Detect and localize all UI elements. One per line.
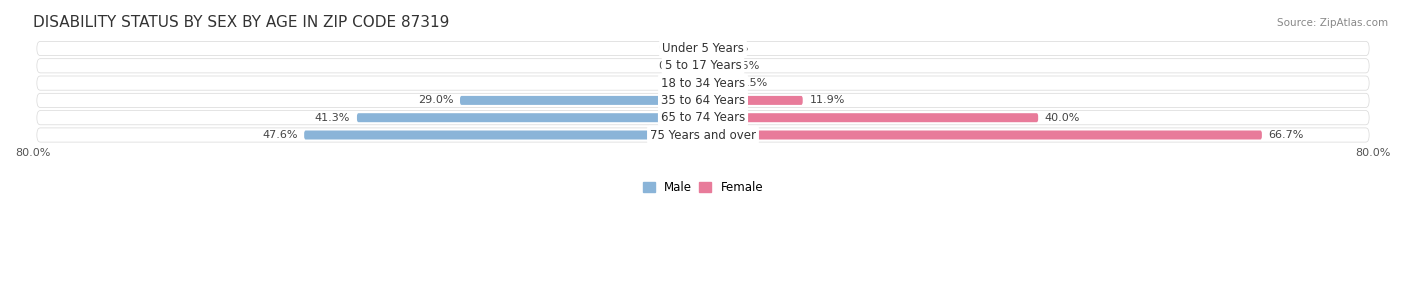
Text: 65 to 74 Years: 65 to 74 Years: [661, 111, 745, 124]
FancyBboxPatch shape: [703, 113, 1038, 122]
Text: 0.0%: 0.0%: [720, 44, 748, 53]
Text: Source: ZipAtlas.com: Source: ZipAtlas.com: [1277, 18, 1388, 28]
Text: Under 5 Years: Under 5 Years: [662, 42, 744, 55]
Text: 5 to 17 Years: 5 to 17 Years: [665, 59, 741, 72]
FancyBboxPatch shape: [703, 79, 733, 88]
FancyBboxPatch shape: [357, 113, 703, 122]
Text: DISABILITY STATUS BY SEX BY AGE IN ZIP CODE 87319: DISABILITY STATUS BY SEX BY AGE IN ZIP C…: [32, 15, 449, 30]
FancyBboxPatch shape: [304, 131, 703, 139]
Text: 35 to 64 Years: 35 to 64 Years: [661, 94, 745, 107]
Legend: Male, Female: Male, Female: [638, 176, 768, 199]
Text: 0.0%: 0.0%: [658, 78, 686, 88]
FancyBboxPatch shape: [703, 96, 803, 105]
FancyBboxPatch shape: [37, 93, 1369, 107]
FancyBboxPatch shape: [37, 128, 1369, 142]
FancyBboxPatch shape: [460, 96, 703, 105]
Text: 40.0%: 40.0%: [1045, 113, 1080, 123]
Text: 3.5%: 3.5%: [740, 78, 768, 88]
Text: 66.7%: 66.7%: [1268, 130, 1303, 140]
Text: 29.0%: 29.0%: [418, 95, 453, 106]
Text: 0.0%: 0.0%: [658, 61, 686, 71]
FancyBboxPatch shape: [37, 41, 1369, 56]
Text: 11.9%: 11.9%: [810, 95, 845, 106]
FancyBboxPatch shape: [37, 59, 1369, 73]
Text: 47.6%: 47.6%: [262, 130, 298, 140]
Text: 0.0%: 0.0%: [658, 44, 686, 53]
Text: 75 Years and over: 75 Years and over: [650, 128, 756, 142]
FancyBboxPatch shape: [703, 131, 1261, 139]
FancyBboxPatch shape: [37, 76, 1369, 90]
FancyBboxPatch shape: [37, 111, 1369, 125]
Text: 2.5%: 2.5%: [731, 61, 759, 71]
Text: 41.3%: 41.3%: [315, 113, 350, 123]
Text: 18 to 34 Years: 18 to 34 Years: [661, 77, 745, 90]
FancyBboxPatch shape: [703, 61, 724, 70]
